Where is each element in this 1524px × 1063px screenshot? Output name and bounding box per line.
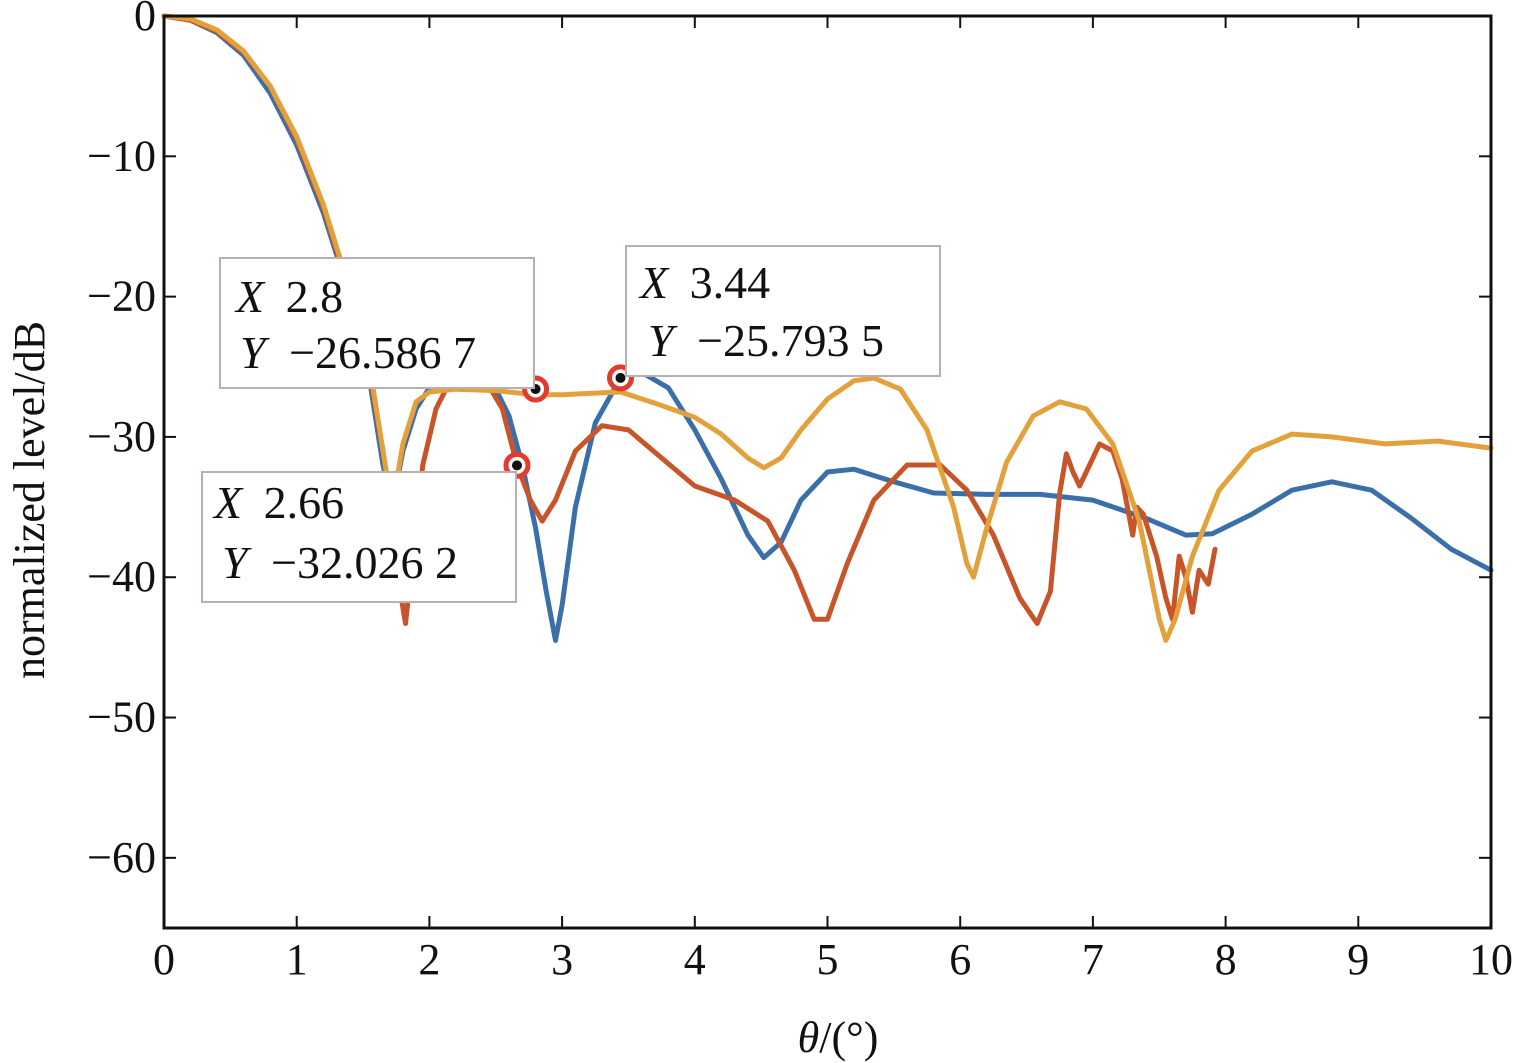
x-tick-label: 6 [949, 935, 971, 984]
datatip-1: X 2.8 Y −26.586 7 [219, 257, 535, 389]
x-tick-label: 10 [1469, 935, 1513, 984]
datatip-2-x-row: X 3.44 [638, 257, 770, 308]
datatip-1-y-value: −26.586 7 [289, 327, 476, 378]
datatip-2-box [625, 245, 941, 377]
y-tick-label: 0 [134, 0, 156, 40]
x-tick-label: 5 [817, 935, 839, 984]
x-tick-label: 0 [153, 935, 175, 984]
datatip-2-y-value: −25.793 5 [697, 315, 884, 366]
datatip-2-x-value: 3.44 [690, 257, 771, 308]
y-tick-label: −60 [87, 833, 156, 882]
datatip-2-y-row: Y −25.793 5 [648, 315, 884, 366]
x-tick-label: 9 [1347, 935, 1369, 984]
datatip-1-x-value: 2.8 [286, 271, 344, 322]
datatip-marker-dot-2 [615, 372, 626, 383]
series-line-3 [161, 13, 1494, 643]
datatip-1-x-row: X 2.8 [234, 271, 343, 322]
x-tick-label: 3 [551, 935, 573, 984]
x-tick-label: 2 [418, 935, 440, 984]
x-axis-title-unit: /(°) [819, 1013, 878, 1062]
x-axis-title-var: θ [798, 1013, 820, 1062]
x-tick-label: 1 [286, 935, 308, 984]
y-tick-label: −20 [87, 272, 156, 321]
datatip-3-x-label: X [212, 477, 244, 528]
y-tick-label: −40 [87, 552, 156, 601]
x-axis-title: θ/(°) [798, 1013, 879, 1062]
y-tick-label: −10 [87, 131, 156, 180]
datatip-1-y-label: Y [240, 327, 270, 378]
ticks-layer: 0 1 2 3 4 5 6 7 8 9 10 0 −10 −20 −30 −40 −50 −60 [87, 0, 1513, 984]
x-tick-label: 7 [1082, 935, 1104, 984]
datatip-3: X 2.66 Y −32.026 2 [201, 471, 517, 603]
datatip-2-x-label: X [638, 257, 670, 308]
datatip-3-y-value: −32.026 2 [271, 537, 458, 588]
x-tick-label: 4 [684, 935, 706, 984]
x-tick-label: 8 [1215, 935, 1237, 984]
datatip-1-y-row: Y −26.586 7 [240, 327, 476, 378]
datatip-3-x-row: X 2.66 [212, 477, 344, 528]
datatip-2: X 3.44 Y −25.793 5 [625, 245, 941, 377]
datatip-3-box [201, 471, 517, 603]
y-tick-label: −30 [87, 412, 156, 461]
datatip-1-box [219, 257, 535, 389]
datatip-3-x-value: 2.66 [264, 477, 345, 528]
datatip-3-y-label: Y [222, 537, 252, 588]
datatip-3-y-row: Y −32.026 2 [222, 537, 458, 588]
y-tick-label: −50 [87, 693, 156, 742]
datatip-2-y-label: Y [648, 315, 678, 366]
y-axis-title: normalized level/dB [5, 321, 54, 679]
datatip-marker-dot-3 [511, 460, 522, 471]
datatip-1-x-label: X [234, 271, 266, 322]
